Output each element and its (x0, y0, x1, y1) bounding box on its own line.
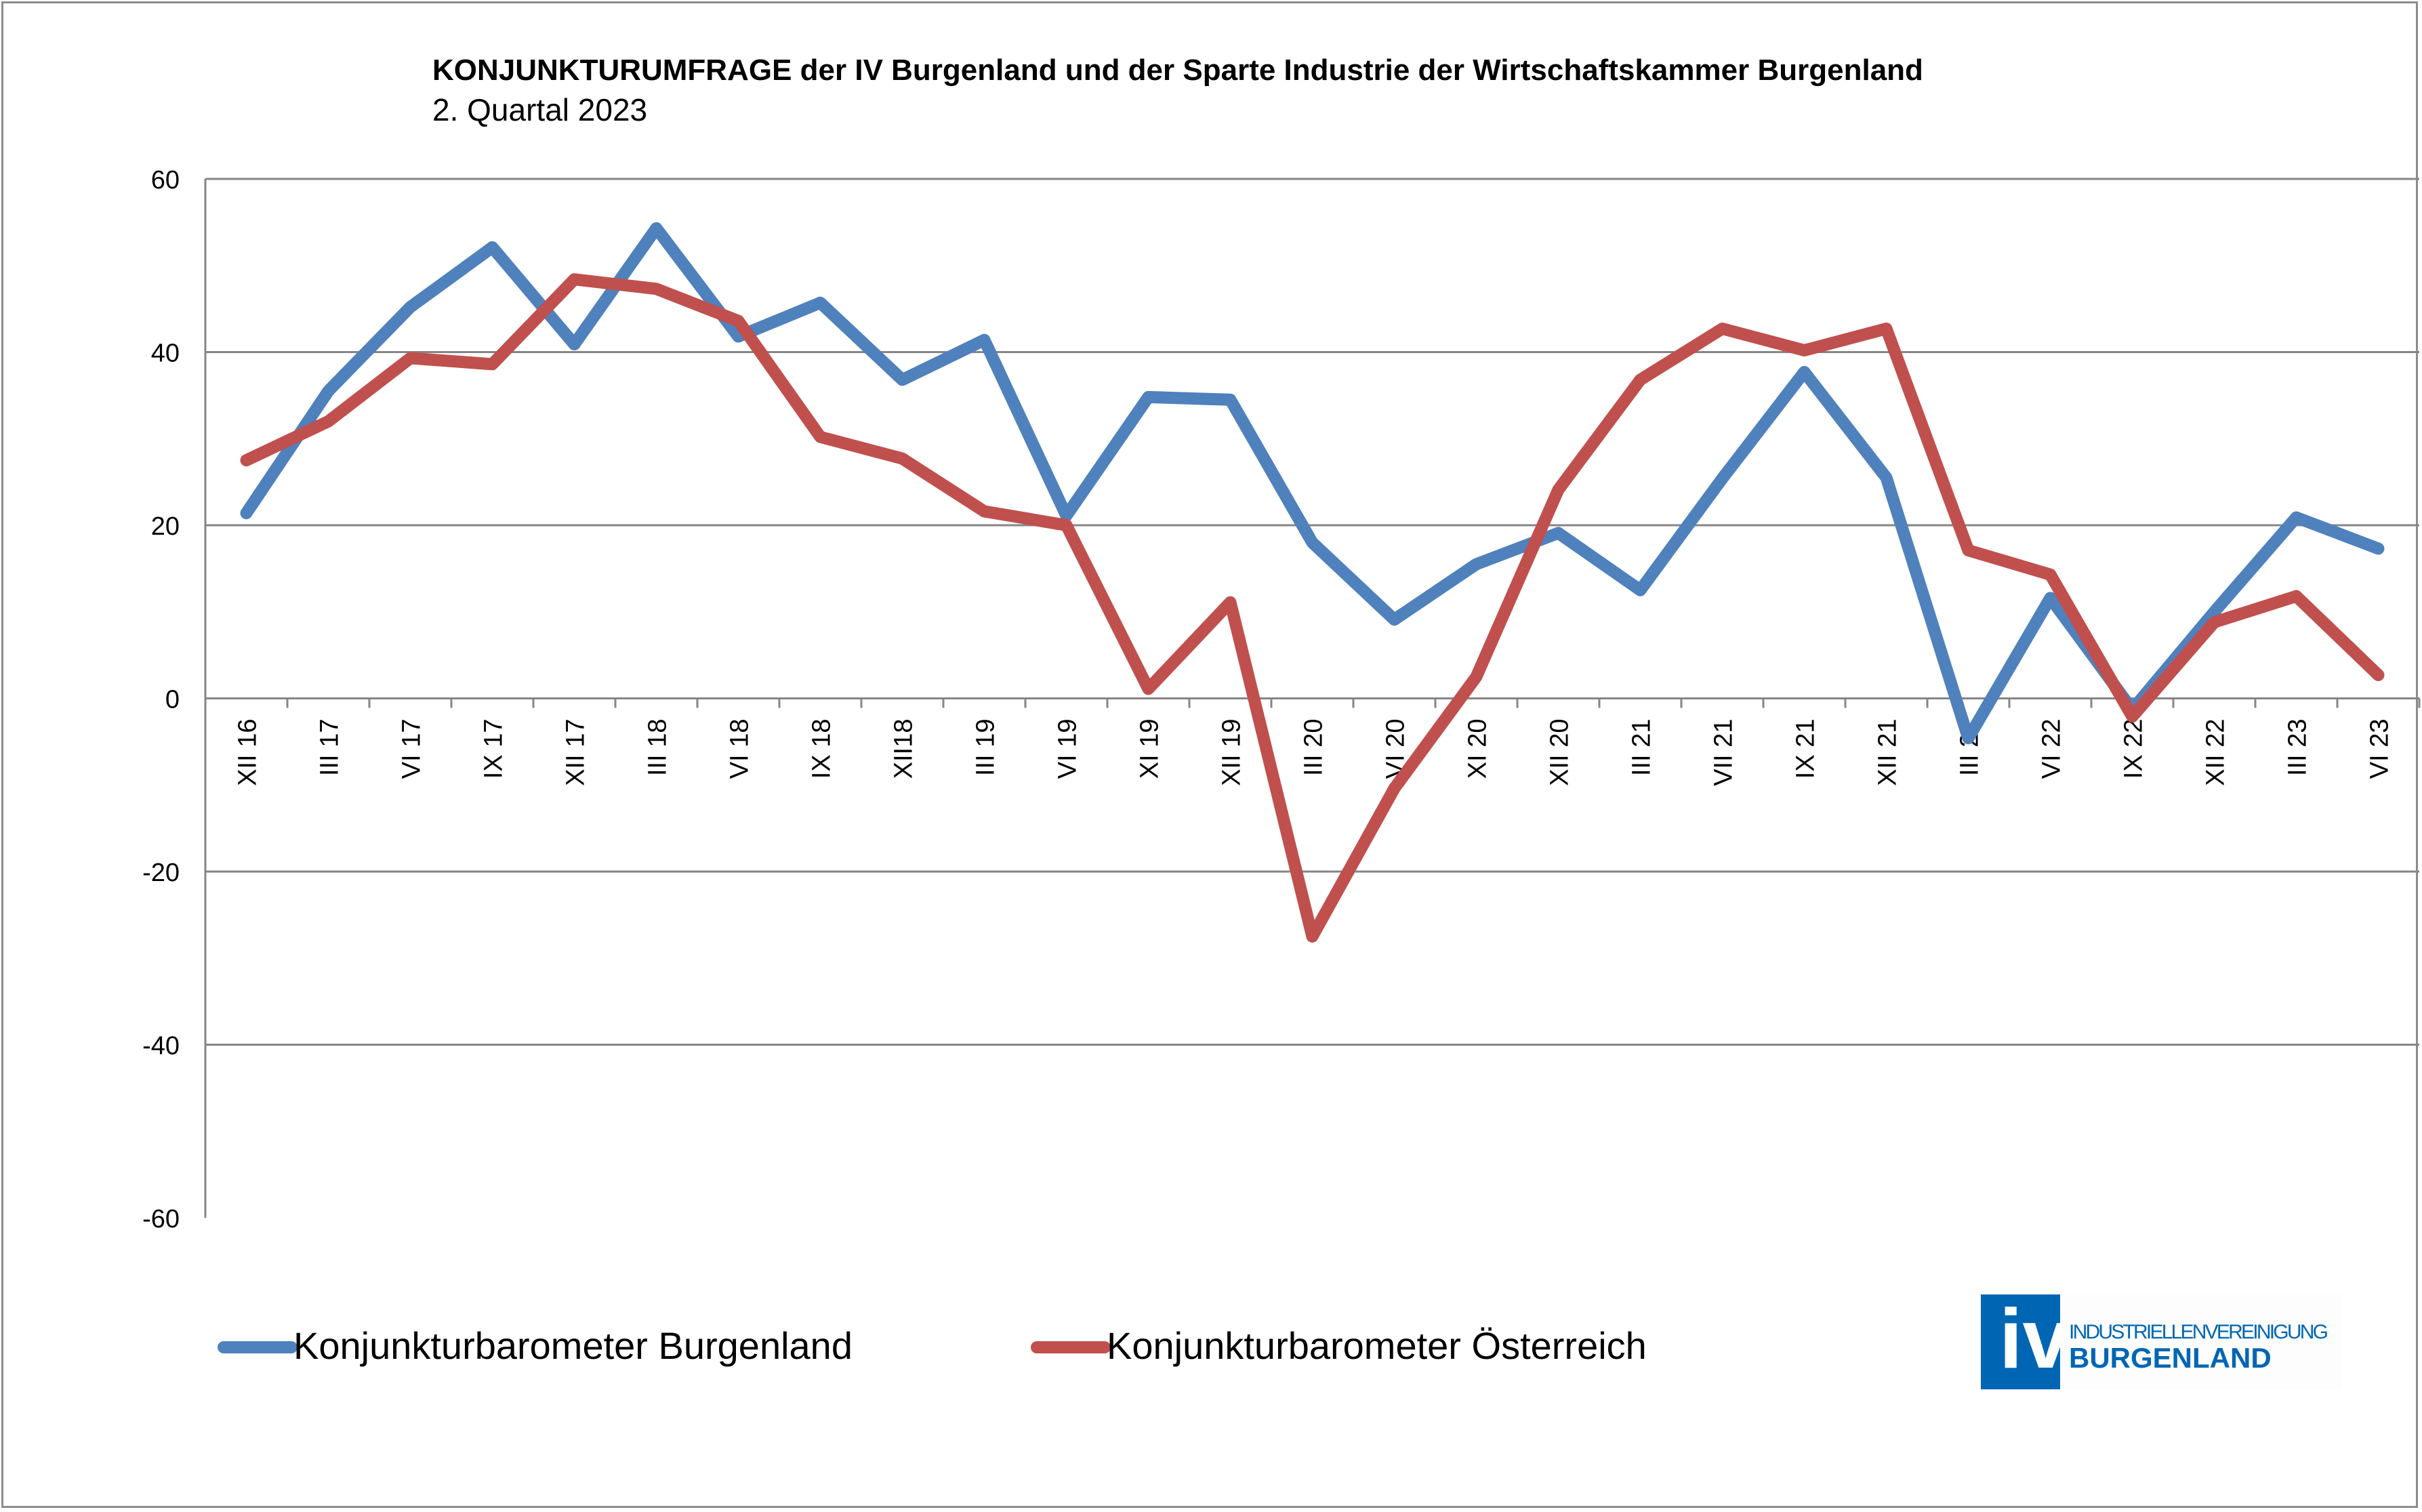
data-point (1393, 788, 1395, 790)
data-point (1229, 601, 1231, 603)
data-point (409, 306, 411, 308)
iv-logo: iv INDUSTRIELLENVEREINIGUNG BURGENLAND (1981, 1292, 2341, 1389)
x-tick-label: XII 17 (562, 719, 590, 786)
x-tick-label: IX 21 (1792, 719, 1820, 779)
y-tick-label: -40 (142, 1032, 180, 1061)
data-point (1967, 550, 1969, 552)
data-point (491, 363, 493, 365)
data-point (245, 459, 247, 462)
data-point (1311, 935, 1313, 937)
x-tick-label: VI 23 (2366, 719, 2394, 779)
x-tick-label: IX 22 (2120, 719, 2148, 779)
data-point (573, 344, 575, 346)
data-point (1229, 399, 1231, 401)
data-point (2131, 716, 2133, 718)
data-point (737, 335, 739, 338)
x-tick-label: XII 19 (1218, 719, 1246, 786)
data-point (1311, 542, 1313, 544)
x-tick-label: III 20 (1300, 719, 1328, 777)
data-point (655, 227, 657, 229)
data-point (2295, 595, 2297, 597)
y-tick-label: 60 (151, 166, 180, 195)
x-tick-label: XII 21 (1874, 719, 1902, 786)
data-point (983, 339, 985, 341)
x-tick-label: III 23 (2284, 719, 2312, 777)
y-tick-label: -60 (142, 1205, 180, 1233)
data-point (1885, 328, 1887, 330)
data-point (655, 288, 657, 290)
y-tick-label: 40 (151, 340, 180, 368)
logo-line2: BURGENLAND (2069, 1342, 2272, 1374)
x-tick-label: XII 16 (234, 719, 262, 786)
data-point (1557, 489, 1559, 491)
data-point (573, 279, 575, 281)
x-tick-label: VI 19 (1054, 719, 1082, 779)
data-point (491, 246, 493, 248)
data-point (1885, 476, 1887, 478)
x-tick-label: III 21 (1628, 719, 1656, 777)
data-point (1393, 619, 1395, 621)
legend-label: Konjunkturbarometer Österreich (1107, 1324, 1647, 1367)
x-tick-label: VI 18 (726, 719, 754, 779)
data-point (327, 420, 329, 422)
chart-subtitle: 2. Quartal 2023 (432, 92, 647, 127)
logo-line1: INDUSTRIELLENVEREINIGUNG (2069, 1321, 2328, 1343)
x-tick-label: III 19 (972, 719, 1000, 777)
x-tick-label: XII 20 (1546, 719, 1574, 786)
data-point (901, 457, 903, 459)
data-point (737, 320, 739, 322)
data-point (2049, 597, 2051, 599)
data-point (1065, 514, 1067, 516)
data-point (983, 510, 985, 512)
data-point (1721, 478, 1723, 480)
x-tick-label: VII 21 (1710, 719, 1738, 786)
data-point (1967, 737, 1969, 739)
data-point (1803, 349, 1805, 351)
data-point (819, 302, 821, 304)
y-tick-label: -20 (142, 859, 180, 887)
data-point (1557, 532, 1559, 534)
data-point (409, 357, 411, 359)
logo-mark: iv (1999, 1292, 2069, 1386)
x-tick-label: III 17 (316, 719, 344, 777)
data-point (1475, 676, 1477, 678)
chart-title: KONJUNKTURUMFRAGE der IV Burgenland und … (432, 54, 1923, 87)
data-point (2295, 516, 2297, 518)
x-tick-label: III 18 (644, 719, 672, 777)
data-point (1639, 379, 1641, 381)
series-line-0 (240, 222, 2385, 745)
y-tick-label: 0 (165, 686, 180, 714)
data-point (2213, 621, 2215, 624)
y-tick-label: 20 (151, 512, 180, 541)
x-tick-label: XI 20 (1464, 719, 1492, 779)
data-point (2377, 548, 2379, 550)
data-point (1803, 371, 1805, 373)
data-point (1475, 563, 1477, 565)
data-point (1147, 688, 1149, 690)
x-tick-label: VI 22 (2038, 719, 2066, 779)
x-tick-label: VI 17 (398, 719, 426, 779)
data-point (1639, 589, 1641, 591)
data-point (2213, 611, 2215, 613)
x-tick-label: XII 22 (2202, 719, 2230, 786)
data-point (327, 390, 329, 392)
x-tick-label: IX 18 (808, 719, 836, 779)
data-point (1721, 328, 1723, 330)
legend-label: Konjunkturbarometer Burgenland (293, 1324, 853, 1367)
x-tick-label: XI 19 (1136, 719, 1164, 779)
data-point (901, 379, 903, 381)
data-point (1065, 525, 1067, 526)
data-point (2049, 573, 2051, 575)
data-point (1147, 396, 1149, 398)
data-point (819, 436, 821, 438)
data-point (2377, 674, 2379, 676)
data-point (245, 512, 247, 514)
x-tick-label: IX 17 (480, 719, 508, 779)
x-tick-label: XII18 (890, 719, 918, 779)
